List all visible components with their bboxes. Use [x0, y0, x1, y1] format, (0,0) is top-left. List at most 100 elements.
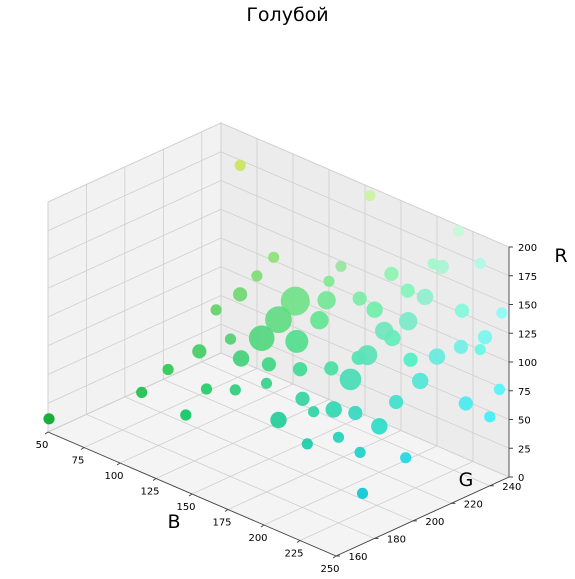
- data-point: [352, 291, 367, 306]
- data-point: [265, 306, 292, 334]
- grid-line-y-floor: [124, 396, 414, 522]
- data-point: [454, 303, 470, 318]
- data-point: [224, 333, 237, 345]
- grid-line-z-side: [47, 237, 222, 318]
- data-point: [474, 344, 486, 356]
- data-point: [356, 487, 369, 499]
- data-point: [357, 345, 378, 366]
- data-point: [496, 307, 508, 319]
- grid-line-z-back: [220, 180, 510, 305]
- grid-line-x-floor: [119, 383, 294, 464]
- grid-line-x-floor: [155, 399, 330, 479]
- data-point: [200, 383, 213, 395]
- grid-line-z-side: [47, 323, 222, 404]
- data-point: [416, 288, 434, 306]
- x-tick-label: 225: [284, 549, 303, 560]
- x-tick-mark: [260, 524, 265, 528]
- data-point: [375, 321, 394, 341]
- z-tick-label: 75: [518, 387, 531, 398]
- grid-line-z-back: [220, 352, 510, 478]
- y-tick-label: 220: [464, 499, 483, 510]
- x-tick-mark: [44, 431, 49, 435]
- x-axis-label: B: [167, 511, 180, 533]
- y-tick-label: 200: [425, 517, 444, 528]
- z-tick-label: 125: [518, 329, 537, 340]
- z-tick-label: 25: [518, 444, 531, 455]
- data-point: [403, 352, 418, 367]
- x-tick-label: 75: [72, 456, 85, 467]
- grid-line-x-floor: [191, 414, 366, 495]
- data-point: [325, 401, 342, 418]
- x-tick-mark: [188, 493, 193, 497]
- x-tick-label: 200: [248, 533, 267, 544]
- data-point: [233, 287, 248, 302]
- data-point: [477, 330, 493, 345]
- y-tick-label: 160: [348, 552, 367, 563]
- data-point: [43, 413, 55, 425]
- grid-line-z-side: [47, 180, 222, 260]
- grid-line-z-side: [47, 122, 222, 203]
- data-point: [210, 304, 222, 316]
- data-point: [234, 159, 246, 171]
- data-point: [400, 452, 412, 464]
- data-point: [180, 409, 192, 421]
- chart-title: Голубой: [246, 4, 329, 26]
- data-point: [229, 384, 241, 396]
- data-point: [412, 372, 429, 390]
- axis-panes: [46, 122, 511, 557]
- data-point: [348, 405, 363, 421]
- data-point: [308, 406, 320, 418]
- data-point: [268, 251, 280, 263]
- data-point: [280, 286, 310, 316]
- data-point: [364, 190, 376, 202]
- data-point: [339, 368, 362, 391]
- data-point: [136, 386, 148, 398]
- grid-line-z-side: [47, 266, 222, 347]
- data-point: [260, 377, 273, 389]
- grid-line-z-back: [220, 151, 510, 277]
- y-tick-label: 240: [502, 482, 521, 493]
- data-point: [484, 411, 496, 423]
- data-point: [332, 431, 345, 443]
- data-point: [493, 383, 505, 395]
- data-point: [324, 361, 339, 376]
- data-point: [295, 391, 310, 406]
- data-point: [261, 357, 276, 372]
- x-tick-mark: [224, 509, 229, 512]
- grid-line-z-side: [47, 208, 222, 289]
- grid-line-z-side: [47, 295, 222, 375]
- x-tick-label: 250: [320, 564, 339, 575]
- data-point: [453, 339, 469, 354]
- axis-lines: [44, 246, 513, 559]
- data-point: [354, 446, 366, 458]
- data-point: [232, 350, 250, 367]
- z-tick-label: 0: [518, 473, 524, 484]
- grid-line-y-floor: [86, 414, 375, 539]
- x-tick-mark: [116, 462, 121, 466]
- data-point: [162, 363, 174, 376]
- data-point: [371, 418, 388, 435]
- z-tick-label: 175: [518, 272, 537, 283]
- data-point: [310, 311, 329, 330]
- data-point: [399, 312, 418, 331]
- data-point: [474, 257, 486, 269]
- grid-line-z-side: [47, 352, 222, 433]
- data-point: [384, 266, 399, 281]
- data-point: [251, 270, 263, 282]
- z-tick-label: 200: [518, 243, 537, 254]
- z-tick-label: 150: [518, 301, 537, 312]
- x-tick-label: 125: [140, 487, 159, 498]
- grid-line-z-side: [47, 151, 222, 232]
- data-point: [400, 283, 415, 298]
- data-point: [270, 411, 287, 429]
- grid-line-z-back: [220, 266, 510, 392]
- y-tick-label: 180: [387, 534, 406, 545]
- grid-line-x-floor: [299, 461, 474, 541]
- data-point: [293, 362, 308, 377]
- data-point: [389, 394, 404, 410]
- z-axis-label: R: [554, 245, 567, 267]
- x-tick-label: 150: [176, 502, 195, 513]
- y-axis-label: G: [459, 469, 474, 491]
- data-point: [301, 438, 313, 450]
